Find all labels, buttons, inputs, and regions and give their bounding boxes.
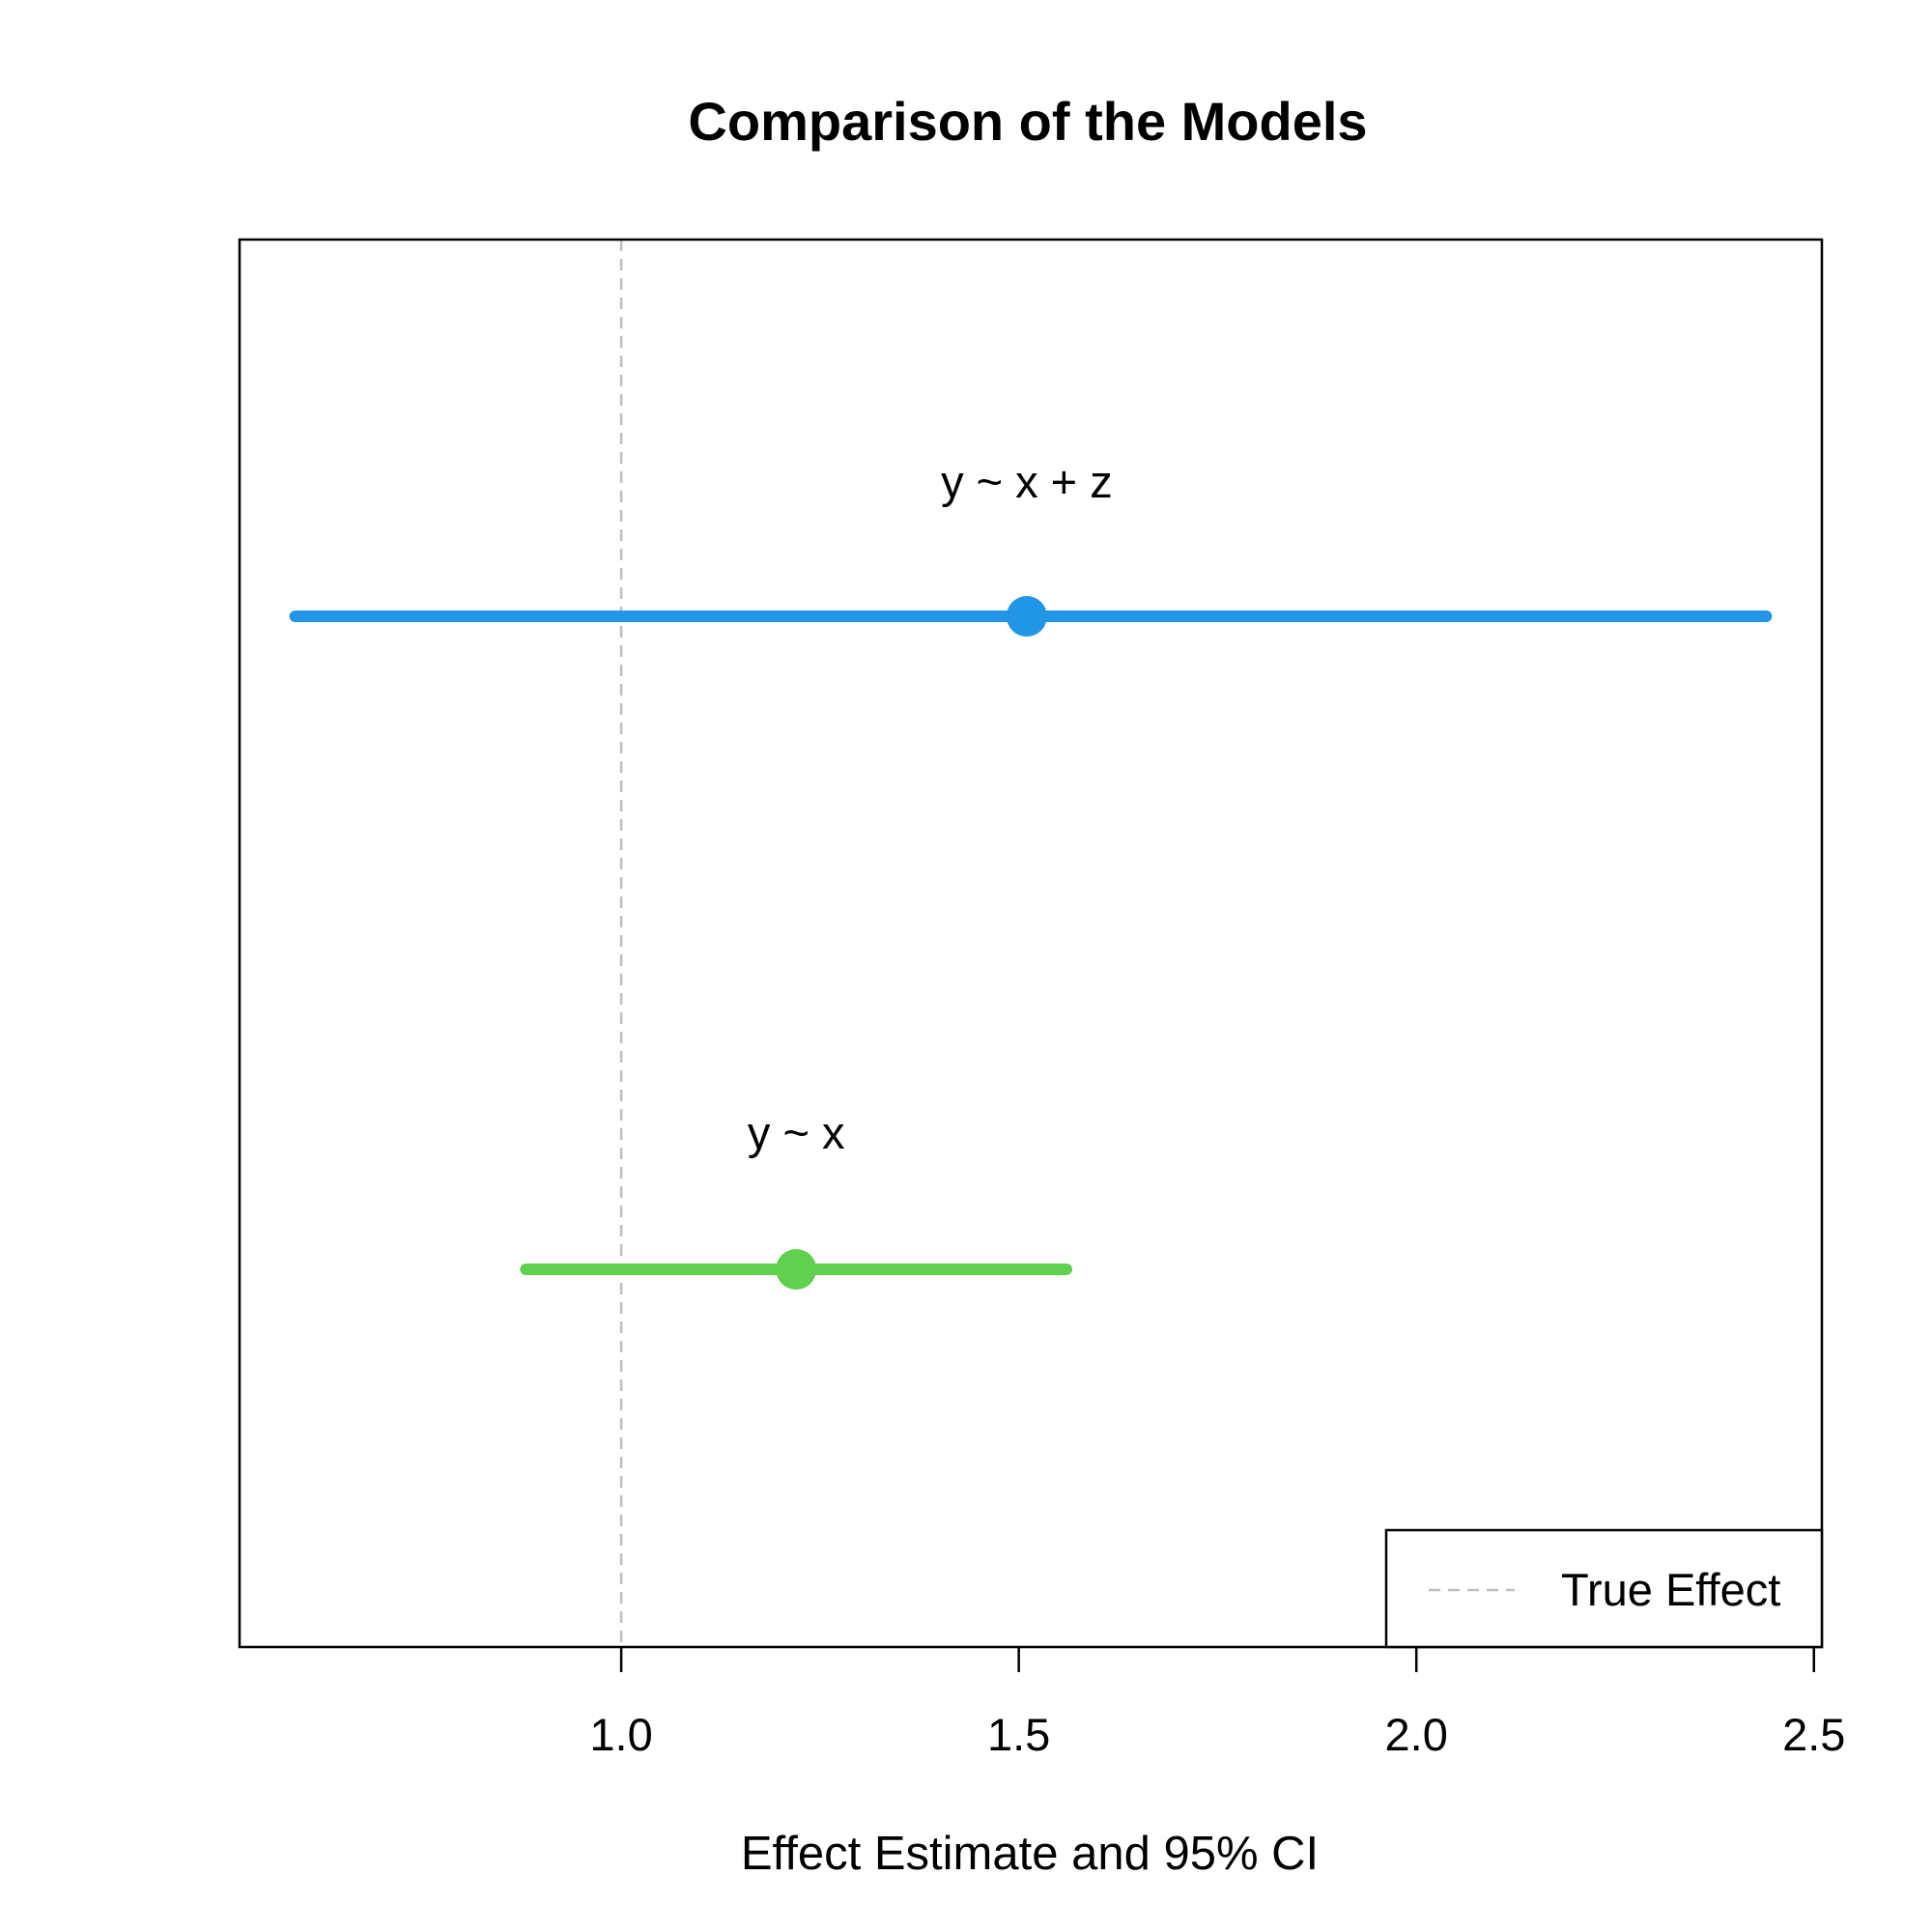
x-axis: 1.0 1.5 2.0 2.5 [589, 1647, 1845, 1760]
model-labels: y ~ x + z y ~ x [748, 456, 1113, 1158]
legend-label: True Effect [1561, 1564, 1780, 1615]
x-tick-label: 1.5 [987, 1709, 1050, 1760]
legend: True Effect [1384, 1528, 1824, 1649]
series-layer [289, 596, 1773, 1290]
model-label: y ~ x [748, 1107, 845, 1158]
legend-box [1384, 1528, 1824, 1649]
plot-frame [238, 238, 1824, 1649]
x-tick-label: 2.0 [1385, 1709, 1448, 1760]
chart-title: Comparison of the Models [688, 91, 1367, 152]
x-tick-label: 1.0 [589, 1709, 652, 1760]
point-estimate [776, 1249, 817, 1290]
point-estimate [1006, 596, 1047, 637]
x-axis-label: Effect Estimate and 95% CI [741, 1828, 1319, 1880]
x-tick-label: 2.5 [1782, 1709, 1845, 1760]
model-label: y ~ x + z [941, 456, 1113, 507]
